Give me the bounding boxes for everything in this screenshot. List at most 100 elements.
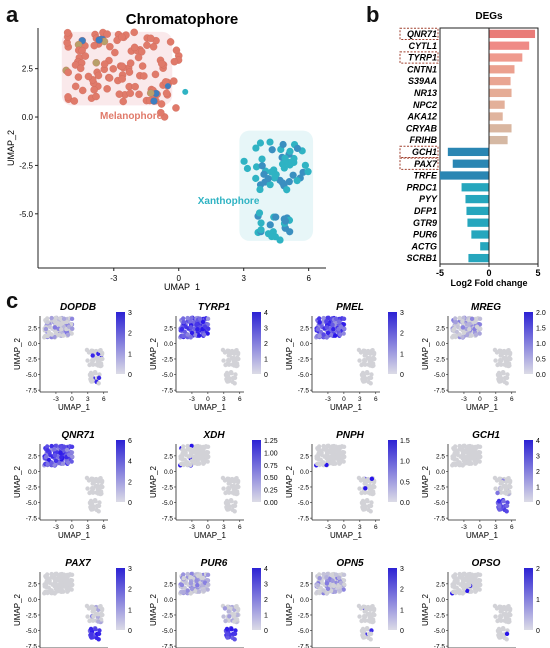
cell-point <box>360 490 366 495</box>
cell-point <box>336 455 341 460</box>
cell-point <box>205 578 211 583</box>
cell-point <box>204 577 209 583</box>
y-tick-label: -2.5 <box>26 612 38 619</box>
cell-point <box>185 590 190 596</box>
cell-point <box>203 316 209 321</box>
cell-point <box>465 455 470 461</box>
cell-point <box>466 589 471 594</box>
color-bar-label: 1.0 <box>400 459 410 466</box>
cell-point <box>338 584 344 590</box>
cell-point <box>358 478 364 483</box>
cell-point <box>476 580 481 586</box>
cell-point <box>47 578 52 584</box>
cell-point <box>43 326 49 332</box>
cell-point <box>53 330 59 336</box>
cell-point <box>473 444 478 450</box>
cell-point <box>332 588 337 593</box>
cell-point <box>225 614 231 619</box>
cell-point <box>451 582 457 588</box>
cell-point <box>188 462 193 468</box>
cell-point <box>337 324 342 330</box>
cell-point <box>235 491 240 496</box>
cell-point <box>333 456 338 461</box>
cell-point <box>50 454 55 459</box>
cell-point <box>467 327 473 332</box>
cell-point <box>473 589 478 594</box>
cell-point <box>194 578 199 583</box>
cell-point <box>52 325 58 330</box>
cell-point <box>365 611 371 617</box>
cell-point <box>195 583 201 588</box>
cell-point <box>54 460 59 465</box>
cell-point <box>462 315 467 321</box>
cell-point <box>42 456 47 461</box>
y-axis-label: UMAP_2 <box>13 337 22 370</box>
cell-point <box>501 604 507 610</box>
cell-point <box>193 327 198 333</box>
gene-title: QNR71 <box>61 430 95 441</box>
cell-point <box>451 317 456 323</box>
cell-point <box>460 590 465 596</box>
cell-point <box>188 579 194 584</box>
cell-point <box>314 326 319 331</box>
cell-point <box>44 575 49 580</box>
cell-point <box>362 488 367 494</box>
cell-point <box>357 614 362 619</box>
cell-point <box>185 315 190 321</box>
cell-point <box>226 487 231 492</box>
cell-point <box>193 332 198 338</box>
xanthophore-point <box>252 174 260 182</box>
cell-point <box>500 606 505 611</box>
cell-point <box>467 315 473 321</box>
cell-point <box>189 443 194 449</box>
x-axis-label: UMAP_1 <box>194 531 227 540</box>
cell-point <box>316 585 322 590</box>
cell-point <box>42 454 47 459</box>
cell-point <box>201 588 207 593</box>
cell-point <box>88 349 94 354</box>
cell-point <box>337 332 343 337</box>
cell-point <box>371 479 377 485</box>
cell-point <box>197 444 203 450</box>
cell-point <box>94 375 100 381</box>
cell-point <box>499 479 504 485</box>
cell-point <box>205 326 211 332</box>
cell-point <box>226 378 231 383</box>
cell-point <box>507 611 512 617</box>
cell-point <box>365 604 371 610</box>
x-tick-label: -3 <box>325 524 331 531</box>
cell-point <box>361 375 366 381</box>
cell-point <box>315 325 321 330</box>
cell-point <box>326 315 331 321</box>
cell-point <box>195 327 200 332</box>
bar-cryab <box>489 124 512 133</box>
cell-point <box>226 488 231 494</box>
cell-point <box>68 325 73 330</box>
cell-point <box>53 586 59 592</box>
cell-point <box>61 572 67 578</box>
cell-point <box>88 362 94 367</box>
color-bar-label: 2 <box>128 331 132 338</box>
cell-point <box>202 584 208 590</box>
cell-point <box>326 448 332 453</box>
bar-tyrp1 <box>489 53 523 62</box>
cell-point <box>320 587 325 593</box>
cell-point <box>453 319 458 325</box>
x-tick-label: 3 <box>86 524 90 531</box>
cell-point <box>56 584 62 590</box>
cell-point <box>498 378 503 383</box>
cell-point <box>226 506 231 511</box>
cell-point <box>229 370 234 376</box>
cell-point <box>451 581 457 586</box>
cell-point <box>469 328 474 333</box>
cell-point <box>495 372 501 377</box>
cell-point <box>52 324 58 330</box>
y-tick-label: 2.5 <box>164 581 173 588</box>
cell-point <box>476 578 482 583</box>
cell-point <box>87 500 93 506</box>
cell-point <box>364 350 370 356</box>
cell-point <box>226 616 231 622</box>
xanthophore-point <box>240 157 248 165</box>
cell-point <box>64 458 69 464</box>
cell-point <box>478 582 483 587</box>
